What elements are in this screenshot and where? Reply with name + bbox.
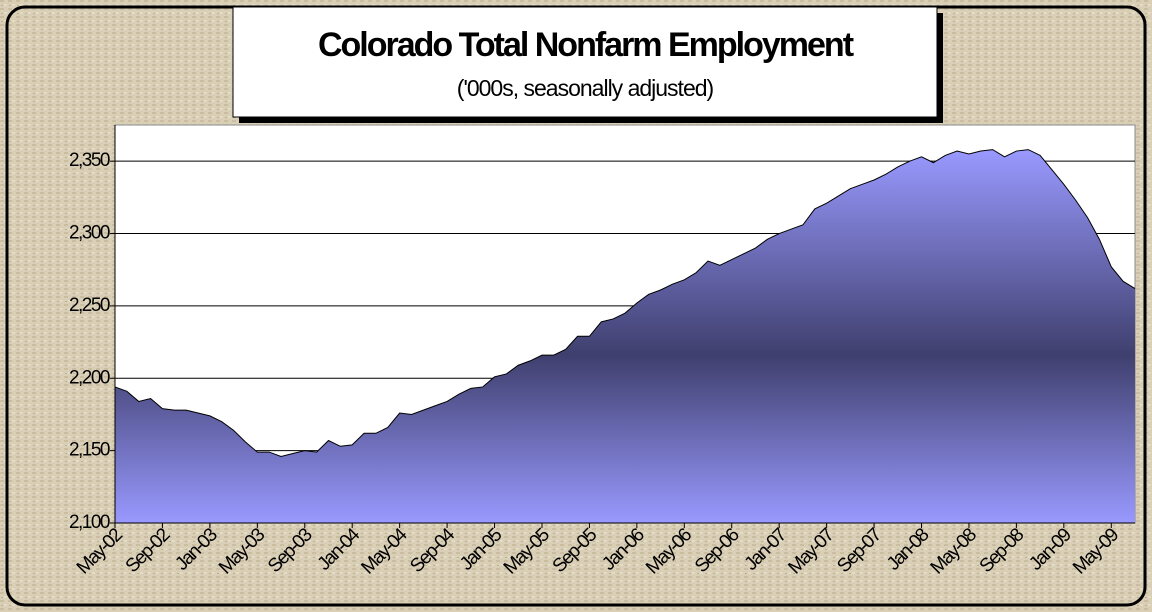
chart-title: Colorado Total Nonfarm Employment xyxy=(318,26,854,64)
y-tick-label: 2,250 xyxy=(69,295,110,316)
chart-subtitle: ('000s, seasonally adjusted) xyxy=(457,75,714,101)
y-tick-label: 2,350 xyxy=(69,150,110,171)
y-tick-label: 2,100 xyxy=(69,512,110,533)
title-box xyxy=(232,6,938,118)
area xyxy=(115,149,1135,523)
area-line xyxy=(114,149,1136,457)
y-tick-label: 2,200 xyxy=(69,367,110,388)
y-tick-label: 2,300 xyxy=(69,223,110,244)
y-tick-label: 2,150 xyxy=(69,440,110,461)
